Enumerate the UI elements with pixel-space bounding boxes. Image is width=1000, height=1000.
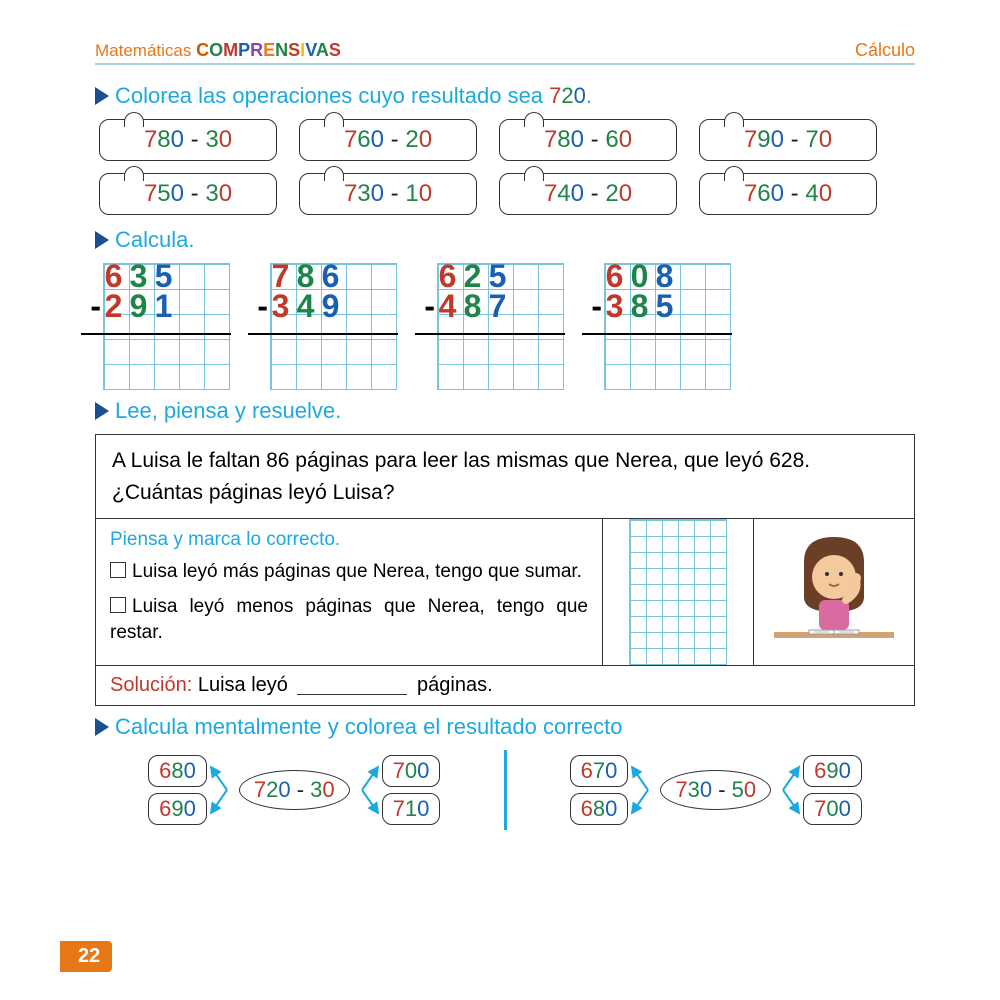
answer-option[interactable]: 700 [803, 793, 862, 825]
answer-option[interactable]: 710 [382, 793, 441, 825]
work-grid[interactable] [629, 519, 727, 665]
checkbox-icon[interactable] [110, 562, 126, 578]
subtraction-problem[interactable]: 786-349 [270, 263, 397, 390]
puzzle-piece[interactable]: 780 - 60 [499, 119, 677, 161]
header-right: Cálculo [855, 40, 915, 61]
bullet-icon [95, 231, 109, 249]
subtraction-problem[interactable]: 608-385 [604, 263, 731, 390]
section1-title: Colorea las operaciones cuyo resultado s… [95, 83, 915, 109]
page-header: Matemáticas COMPRENSIVAS Cálculo [95, 40, 915, 65]
checkbox-icon[interactable] [110, 597, 126, 613]
mental-calc-row: 680 690 720 - 30 700 710 670 680 730 - 50 690 700 [95, 750, 915, 830]
girl-illustration [764, 522, 904, 662]
puzzle-piece[interactable]: 750 - 30 [99, 173, 277, 215]
puzzle-piece[interactable]: 760 - 20 [299, 119, 477, 161]
answer-option[interactable]: 680 [570, 793, 629, 825]
puzzle-piece[interactable]: 730 - 10 [299, 173, 477, 215]
answer-blank[interactable] [297, 694, 407, 695]
subtraction-problem[interactable]: 625-487 [437, 263, 564, 390]
work-grid-column [603, 519, 754, 665]
subtraction-problem[interactable]: 635-291 [103, 263, 230, 390]
section2-title: Calcula. [95, 227, 915, 253]
mental-calc-group: 680 690 720 - 30 700 710 [95, 755, 494, 825]
bullet-icon [95, 718, 109, 736]
puzzle-container: 780 - 30 760 - 20 780 - 60 790 - 70 750 - 30… [95, 119, 915, 215]
expression-oval: 720 - 30 [239, 770, 350, 810]
think-column: Piensa y marca lo correcto. Luisa leyó m… [96, 519, 603, 665]
expression-oval: 730 - 50 [660, 770, 771, 810]
solution-label: Solución: [110, 674, 192, 696]
problem-statement: A Luisa le faltan 86 páginas para leer l… [96, 435, 914, 519]
section1-text: Colorea las operaciones cuyo resultado s… [115, 83, 592, 109]
subject-label: Matemáticas [95, 41, 191, 60]
answer-option[interactable]: 690 [803, 755, 862, 787]
bullet-icon [95, 87, 109, 105]
think-prompt: Piensa y marca lo correcto. [110, 529, 588, 551]
answer-option[interactable]: 680 [148, 755, 207, 787]
logo-word: COMPRENSIVAS [196, 41, 341, 60]
puzzle-piece[interactable]: 790 - 70 [699, 119, 877, 161]
problem-box: A Luisa le faltan 86 páginas para leer l… [95, 434, 915, 706]
answer-option[interactable]: 690 [148, 793, 207, 825]
divider [504, 750, 507, 830]
puzzle-piece[interactable]: 740 - 20 [499, 173, 677, 215]
page-number: 22 [60, 941, 112, 972]
option-1[interactable]: Luisa leyó más páginas que Nerea, tengo … [110, 559, 588, 586]
calc-row: 635-291 786-349 625-487 608-385 [95, 263, 915, 390]
answer-option[interactable]: 670 [570, 755, 629, 787]
section3-title: Lee, piensa y resuelve. [95, 398, 915, 424]
mental-calc-group: 670 680 730 - 50 690 700 [517, 755, 916, 825]
solution-row: Solución: Luisa leyó páginas. [96, 665, 914, 705]
section4-title: Calcula mentalmente y colorea el resulta… [95, 714, 915, 740]
illustration-column [754, 519, 914, 665]
puzzle-piece[interactable]: 760 - 40 [699, 173, 877, 215]
bullet-icon [95, 402, 109, 420]
header-left: Matemáticas COMPRENSIVAS [95, 40, 341, 61]
puzzle-piece[interactable]: 780 - 30 [99, 119, 277, 161]
problem-body: Piensa y marca lo correcto. Luisa leyó m… [96, 519, 914, 665]
answer-option[interactable]: 700 [382, 755, 441, 787]
target-number: 720 [549, 83, 586, 108]
option-2[interactable]: Luisa leyó menos páginas que Nerea, teng… [110, 594, 588, 647]
